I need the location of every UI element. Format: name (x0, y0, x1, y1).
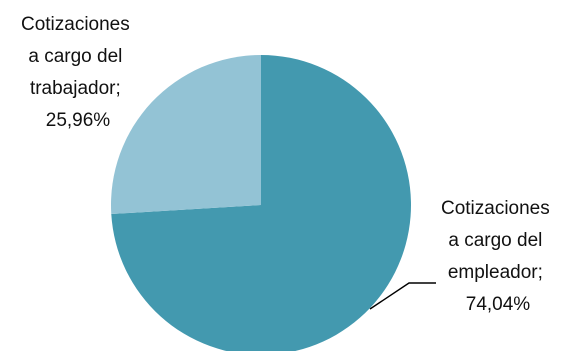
slice-label-trabajador: Cotizaciones a cargo del trabajador; 25,… (21, 14, 135, 131)
pie-slice-trabajador (110, 54, 261, 215)
pie-slices (110, 54, 411, 351)
slice-label-empleador: Cotizaciones a cargo del empleador; 74,0… (441, 198, 555, 315)
leader-line-empleador (369, 282, 436, 310)
pie-slice-empleador (111, 55, 411, 351)
